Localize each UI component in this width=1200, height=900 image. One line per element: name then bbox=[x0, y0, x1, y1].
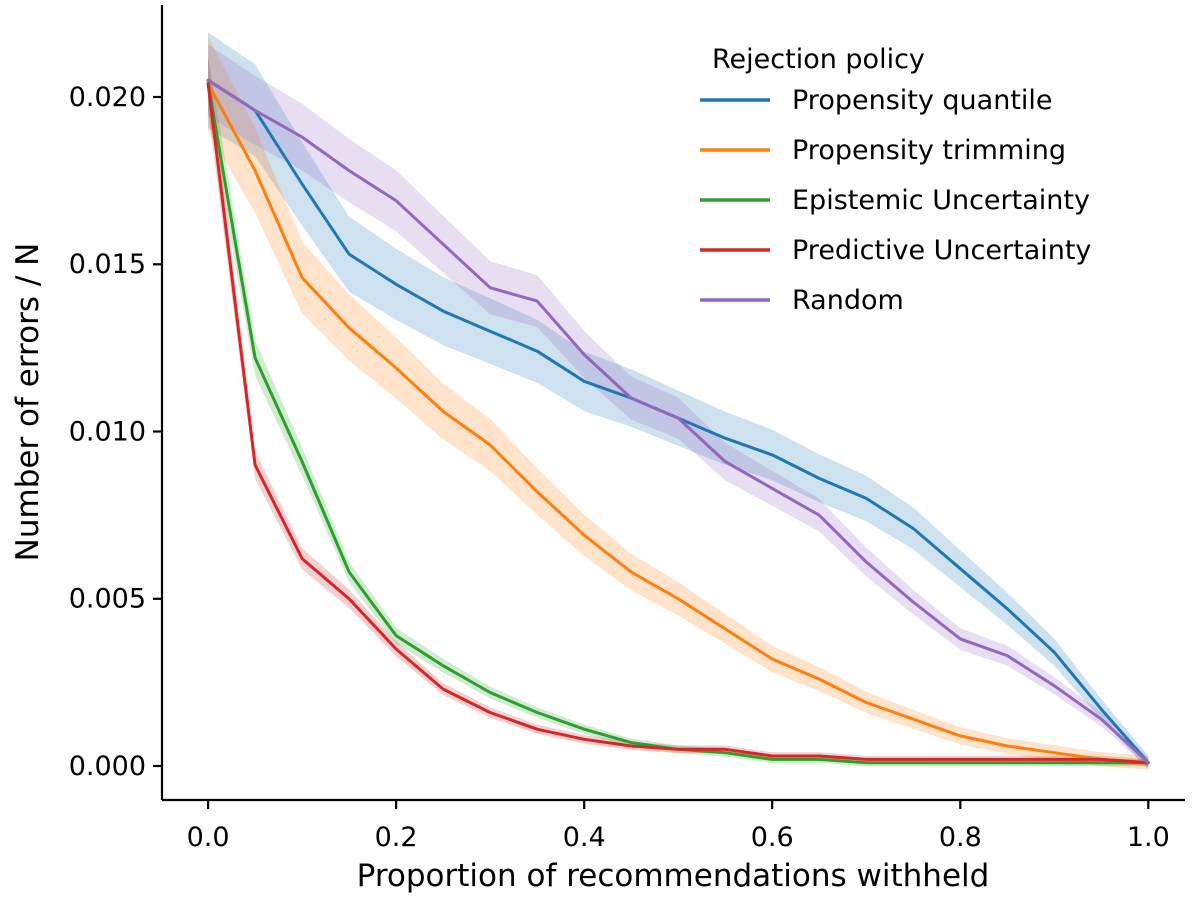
x-tick-label: 0.8 bbox=[939, 822, 982, 853]
legend: Rejection policy Propensity quantileProp… bbox=[700, 44, 1091, 316]
legend-item-propensity-quantile: Propensity quantile bbox=[700, 85, 1053, 116]
legend-items: Propensity quantile Propensity trimming Ep… bbox=[700, 85, 1091, 316]
legend-item-predictive-uncertainty: Predictive Uncertainty bbox=[700, 235, 1091, 266]
series-line-random bbox=[206, 78, 1150, 765]
x-tick-label: 1.0 bbox=[1127, 822, 1170, 853]
legend-item-label: Random bbox=[792, 285, 904, 316]
legend-title: Rejection policy bbox=[712, 44, 925, 75]
x-axis-ticks: 0.0 0.2 0.4 0.6 0.8 1.0 bbox=[187, 800, 1170, 853]
x-tick-label: 0.6 bbox=[751, 822, 794, 853]
legend-item-label: Epistemic Uncertainty bbox=[792, 185, 1090, 216]
x-axis-label: Proportion of recommendations withheld bbox=[357, 858, 990, 894]
y-axis-label: Number of errors / N bbox=[10, 243, 46, 562]
legend-item-random: Random bbox=[700, 285, 904, 316]
legend-item-propensity-trimming: Propensity trimming bbox=[700, 135, 1066, 166]
series-line-propensity-trimming bbox=[206, 82, 1150, 765]
confidence-band-random bbox=[208, 44, 1149, 768]
legend-item-label: Predictive Uncertainty bbox=[792, 235, 1091, 266]
y-axis-ticks: 0.000 0.005 0.010 0.015 0.020 bbox=[69, 82, 162, 782]
x-tick-label: 0.2 bbox=[375, 822, 418, 853]
confidence-bands bbox=[208, 32, 1149, 770]
y-tick-label: 0.000 bbox=[69, 751, 146, 782]
x-tick-label: 0.0 bbox=[187, 822, 230, 853]
legend-item-label: Propensity quantile bbox=[792, 85, 1053, 116]
y-tick-label: 0.005 bbox=[69, 584, 146, 615]
series-lines bbox=[206, 78, 1150, 765]
series-line-predictive-uncertainty bbox=[206, 82, 1150, 765]
y-tick-label: 0.015 bbox=[69, 249, 146, 280]
y-tick-label: 0.010 bbox=[69, 416, 146, 447]
x-tick-label: 0.4 bbox=[563, 822, 606, 853]
legend-item-epistemic-uncertainty: Epistemic Uncertainty bbox=[700, 185, 1090, 216]
legend-item-label: Propensity trimming bbox=[792, 135, 1066, 166]
confidence-band-propensity-quantile bbox=[208, 32, 1149, 770]
y-tick-label: 0.020 bbox=[69, 82, 146, 113]
